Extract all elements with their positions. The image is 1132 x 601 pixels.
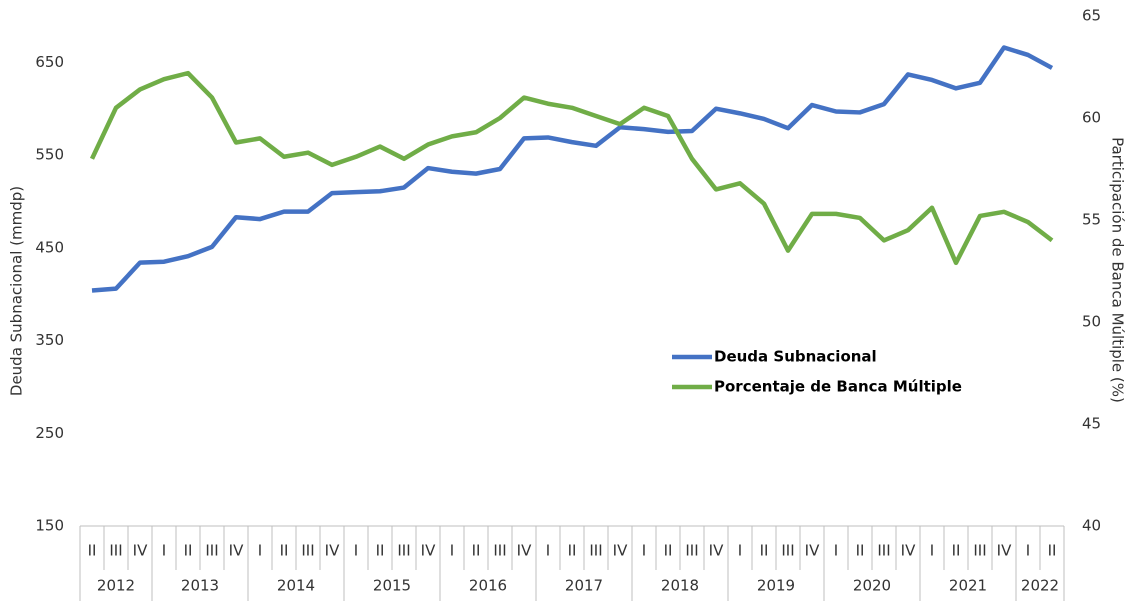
x-tick-label: III [973, 542, 986, 560]
x-group-label: 2021 [949, 577, 987, 595]
y2-tick-label: 45 [1082, 415, 1101, 433]
y2-tick-label: 65 [1082, 7, 1101, 25]
x-tick-label: IV [805, 542, 820, 560]
y-tick-label: 150 [35, 517, 64, 535]
x-tick-label: II [472, 542, 481, 560]
y-axis-title: Deuda Subnacional (mmdp) [8, 186, 26, 396]
x-tick-label: I [354, 542, 358, 560]
x-tick-label: II [856, 542, 865, 560]
x-tick-label: I [642, 542, 646, 560]
x-group-label: 2015 [373, 577, 411, 595]
x-tick-label: IV [325, 542, 340, 560]
x-tick-label: IV [229, 542, 244, 560]
x-tick-label: I [162, 542, 166, 560]
x-group-label: 2013 [181, 577, 219, 595]
x-tick-label: I [930, 542, 934, 560]
x-tick-label: I [738, 542, 742, 560]
x-tick-label: II [184, 542, 193, 560]
x-tick-label: IV [133, 542, 148, 560]
y-tick-label: 550 [35, 146, 64, 164]
x-tick-label: I [258, 542, 262, 560]
x-tick-label: III [781, 542, 794, 560]
x-tick-label: III [109, 542, 122, 560]
y-tick-label: 350 [35, 331, 64, 349]
y2-tick-label: 60 [1082, 109, 1101, 127]
x-tick-label: III [397, 542, 410, 560]
x-group-label: 2019 [757, 577, 795, 595]
x-tick-label: III [205, 542, 218, 560]
x-tick-label: II [952, 542, 961, 560]
x-tick-label: II [88, 542, 97, 560]
y2-tick-label: 50 [1082, 313, 1101, 331]
x-tick-label: IV [997, 542, 1012, 560]
x-tick-label: I [546, 542, 550, 560]
series-line [91, 45, 1054, 293]
y-tick-label: 650 [35, 53, 64, 71]
y2-axis-title: Participación de Banca Múltiple (%) [1109, 137, 1127, 403]
x-group-label: 2012 [97, 577, 135, 595]
x-tick-label: II [760, 542, 769, 560]
x-tick-label: III [493, 542, 506, 560]
x-tick-label: III [589, 542, 602, 560]
legend-label: Porcentaje de Banca Múltiple [714, 378, 962, 396]
x-group-label: 2020 [853, 577, 891, 595]
x-group-label: 2017 [565, 577, 603, 595]
x-tick-label: III [685, 542, 698, 560]
x-tick-label: II [664, 542, 673, 560]
x-group-label: 2022 [1021, 577, 1059, 595]
x-tick-label: I [834, 542, 838, 560]
x-tick-label: II [280, 542, 289, 560]
series-line [89, 70, 1054, 266]
x-tick-label: I [1026, 542, 1030, 560]
x-tick-label: II [376, 542, 385, 560]
y2-tick-label: 55 [1082, 211, 1101, 229]
y2-tick-label: 40 [1082, 517, 1101, 535]
x-tick-label: IV [901, 542, 916, 560]
x-tick-label: II [1048, 542, 1057, 560]
x-tick-label: III [301, 542, 314, 560]
x-group-label: 2014 [277, 577, 315, 595]
x-tick-label: II [568, 542, 577, 560]
x-tick-label: III [877, 542, 890, 560]
x-tick-label: IV [709, 542, 724, 560]
x-group-label: 2016 [469, 577, 507, 595]
x-tick-label: IV [613, 542, 628, 560]
y-tick-label: 250 [35, 424, 64, 442]
legend-label: Deuda Subnacional [714, 348, 877, 366]
x-tick-label: IV [517, 542, 532, 560]
x-tick-label: IV [421, 542, 436, 560]
y-tick-label: 450 [35, 238, 64, 256]
x-tick-label: I [450, 542, 454, 560]
x-group-label: 2018 [661, 577, 699, 595]
